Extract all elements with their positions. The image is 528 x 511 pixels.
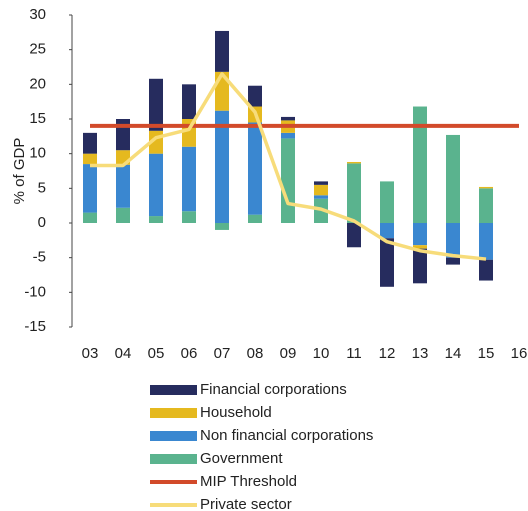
bar-segment [314, 184, 328, 196]
bar-segment [116, 207, 130, 223]
bar-segment [149, 216, 163, 223]
bar-segment [281, 132, 295, 139]
x-tick-label: 15 [478, 345, 495, 362]
x-tick-label: 08 [247, 345, 264, 362]
legend-label: Private sector [200, 496, 292, 511]
bar-segment [446, 223, 460, 258]
bar-segment [83, 132, 97, 154]
x-tick-label: 07 [214, 345, 231, 362]
bar-segment [413, 223, 427, 246]
bar-segment [83, 153, 97, 165]
bar-segment [446, 134, 460, 223]
bar-segment [479, 259, 493, 281]
legend-label: MIP Threshold [200, 473, 297, 490]
bar-segment [149, 78, 163, 131]
y-axis-label: % of GDP [11, 138, 28, 205]
bar-segment [314, 181, 328, 185]
legend-label: Household [200, 404, 272, 421]
y-tick-label: 15 [29, 110, 46, 127]
x-tick-label: 10 [313, 345, 330, 362]
x-tick-label: 16 [511, 345, 528, 362]
legend-label: Non financial corporations [200, 427, 373, 444]
legend-swatch [150, 454, 197, 464]
x-tick-label: 05 [148, 345, 165, 362]
y-tick-label: -5 [33, 249, 46, 266]
bar-segment [248, 122, 262, 215]
bar-segment [182, 211, 196, 223]
bar-segment [347, 161, 361, 164]
legend-swatch [150, 431, 197, 441]
y-tick-label: 30 [29, 6, 46, 23]
y-tick-label: 5 [38, 179, 46, 196]
x-tick-label: 13 [412, 345, 429, 362]
bar-segment [479, 186, 493, 189]
bar-segment [380, 238, 394, 287]
y-tick-label: 25 [29, 41, 46, 58]
bar-segment [347, 223, 361, 248]
legend-swatch [150, 408, 197, 418]
bar-segment [182, 84, 196, 119]
bar-segment [182, 146, 196, 212]
bar-segment [83, 164, 97, 213]
y-tick-label: 10 [29, 145, 46, 162]
x-tick-label: 09 [280, 345, 297, 362]
x-tick-label: 04 [115, 345, 132, 362]
legend-label: Financial corporations [200, 381, 347, 398]
bar-segment [479, 188, 493, 223]
bar-segment [314, 195, 328, 199]
bar-segment [479, 223, 493, 260]
y-tick-label: -10 [24, 283, 46, 300]
y-tick-label: 20 [29, 75, 46, 92]
bar-segment [215, 30, 229, 72]
bar-segment [380, 223, 394, 239]
legend-swatch [150, 385, 197, 395]
bar-segment [215, 110, 229, 223]
bar-segment [413, 106, 427, 223]
x-tick-label: 03 [82, 345, 99, 362]
bar-segment [347, 163, 361, 223]
x-tick-label: 11 [346, 345, 362, 362]
line-series [90, 72, 487, 261]
bar-segment [248, 214, 262, 223]
bar-segment [149, 153, 163, 217]
bar-segment [116, 164, 130, 208]
x-tick-label: 12 [379, 345, 396, 362]
bar-segment [248, 85, 262, 107]
bar-segment [446, 257, 460, 265]
legend-label: Government [200, 450, 283, 467]
y-tick-label: -15 [24, 318, 46, 335]
x-tick-label: 14 [445, 345, 462, 362]
bar-segment [281, 138, 295, 223]
bar-segment [413, 245, 427, 249]
bar-segment [215, 223, 229, 230]
bar-segment [83, 212, 97, 223]
y-tick-label: 0 [38, 214, 46, 231]
x-tick-label: 06 [181, 345, 198, 362]
bar-segment [380, 181, 394, 223]
bar-segment [281, 116, 295, 121]
bar-segment [413, 248, 427, 284]
bar-segment [116, 119, 130, 151]
